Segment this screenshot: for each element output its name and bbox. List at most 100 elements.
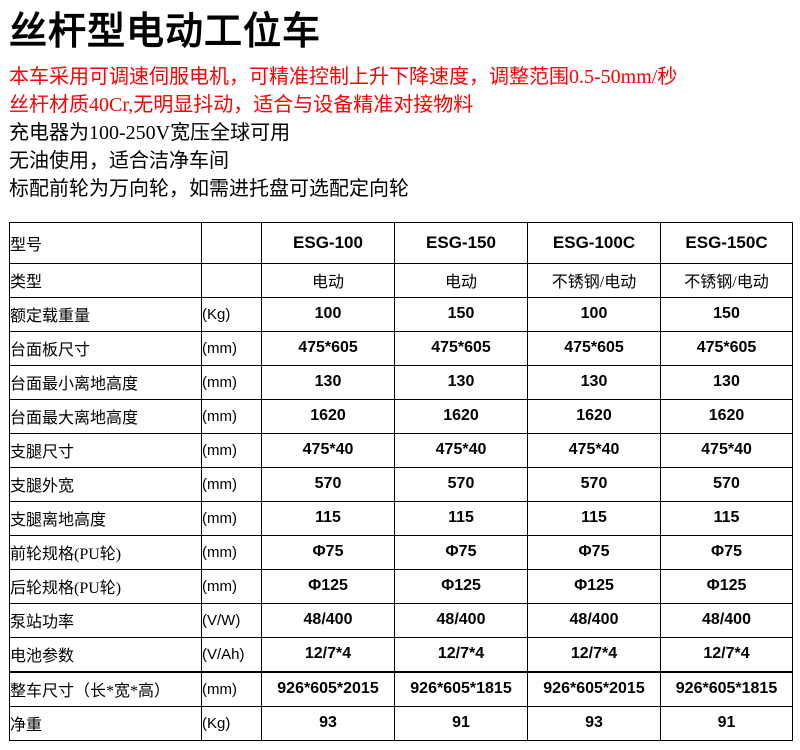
cell-value: 926*605*1815 <box>660 670 793 707</box>
cell-value: Φ125 <box>527 568 661 604</box>
row-label: 台面板尺寸 <box>9 330 202 366</box>
cell-value: 475*605 <box>660 330 793 366</box>
cell-value: 1620 <box>527 398 661 434</box>
model-header: ESG-100C <box>527 221 661 264</box>
row-unit: (mm) <box>201 398 262 434</box>
cell-value: 115 <box>261 500 395 536</box>
intro-text: 本车采用可调速伺服电机，可精准控制上升下降速度，调整范围0.5-50mm/秒 丝… <box>9 63 792 203</box>
row-unit: (mm) <box>201 466 262 502</box>
row-unit <box>201 262 262 298</box>
table-row: 额定载重量 (Kg) 100 150 100 150 <box>9 296 793 332</box>
cell-value: 12/7*4 <box>394 636 528 673</box>
cell-value: 926*605*1815 <box>394 670 528 707</box>
cell-value: 130 <box>394 364 528 400</box>
row-label: 支腿离地高度 <box>9 500 202 536</box>
cell-value: 93 <box>527 705 661 741</box>
row-unit: (mm) <box>201 670 262 707</box>
cell-value: 570 <box>261 466 395 502</box>
model-header: ESG-150 <box>394 221 528 264</box>
cell-value: Φ125 <box>394 568 528 604</box>
row-unit <box>201 221 262 264</box>
cell-value: Φ75 <box>660 534 793 570</box>
cell-value: 926*605*2015 <box>527 670 661 707</box>
row-unit: (mm) <box>201 500 262 536</box>
row-unit: (mm) <box>201 534 262 570</box>
table-row: 净重 (Kg) 93 91 93 91 <box>9 705 793 741</box>
note-line-1: 充电器为100-250V宽压全球可用 <box>9 121 291 144</box>
cell-value: 115 <box>527 500 661 536</box>
feature-line-1: 本车采用可调速伺服电机，可精准控制上升下降速度，调整范围0.5-50mm/秒 <box>9 65 678 88</box>
cell-value: 570 <box>527 466 661 502</box>
cell-value: 475*605 <box>394 330 528 366</box>
table-row: 支腿外宽 (mm) 570 570 570 570 <box>9 466 793 502</box>
row-label: 台面最小离地高度 <box>9 364 202 400</box>
note-line-3: 标配前轮为万向轮，如需进托盘可选配定向轮 <box>9 177 409 200</box>
table-header-row: 型号 ESG-100 ESG-150 ESG-100C ESG-150C <box>9 221 793 264</box>
table-row: 支腿尺寸 (mm) 475*40 475*40 475*40 475*40 <box>9 432 793 468</box>
cell-value: 不锈钢/电动 <box>660 262 793 298</box>
row-label: 支腿尺寸 <box>9 432 202 468</box>
row-unit: (Kg) <box>201 705 262 741</box>
cell-value: Φ75 <box>394 534 528 570</box>
cell-value: 1620 <box>394 398 528 434</box>
row-unit: (mm) <box>201 432 262 468</box>
table-row: 后轮规格(PU轮) (mm) Φ125 Φ125 Φ125 Φ125 <box>9 568 793 604</box>
cell-value: Φ125 <box>261 568 395 604</box>
cell-value: 91 <box>660 705 793 741</box>
row-label: 净重 <box>9 705 202 741</box>
cell-value: 115 <box>394 500 528 536</box>
cell-value: 150 <box>660 296 793 332</box>
row-label: 型号 <box>9 221 202 264</box>
spec-table: 型号 ESG-100 ESG-150 ESG-100C ESG-150C 类型 电动 电动 不锈… <box>9 221 793 741</box>
cell-value: 12/7*4 <box>527 636 661 673</box>
table-row: 泵站功率 (V/W) 48/400 48/400 48/400 48/400 <box>9 602 793 638</box>
row-label: 支腿外宽 <box>9 466 202 502</box>
cell-value: 130 <box>261 364 395 400</box>
row-label: 前轮规格(PU轮) <box>9 534 202 570</box>
cell-value: 475*605 <box>261 330 395 366</box>
cell-value: 130 <box>660 364 793 400</box>
feature-line-2: 丝杆材质40Cr,无明显抖动，适合与设备精准对接物料 <box>9 93 474 116</box>
cell-value: 12/7*4 <box>660 636 793 673</box>
table-row: 电池参数 (V/Ah) 12/7*4 12/7*4 12/7*4 12/7*4 <box>9 636 793 673</box>
table-row: 台面最小离地高度 (mm) 130 130 130 130 <box>9 364 793 400</box>
cell-value: 电动 <box>394 262 528 298</box>
model-header: ESG-100 <box>261 221 395 264</box>
row-label: 类型 <box>9 262 202 298</box>
cell-value: 100 <box>527 296 661 332</box>
cell-value: 电动 <box>261 262 395 298</box>
cell-value: 100 <box>261 296 395 332</box>
table-row: 台面最大离地高度 (mm) 1620 1620 1620 1620 <box>9 398 793 434</box>
note-line-2: 无油使用，适合洁净车间 <box>9 149 229 172</box>
row-label: 额定载重量 <box>9 296 202 332</box>
row-label: 泵站功率 <box>9 602 202 638</box>
cell-value: 不锈钢/电动 <box>527 262 661 298</box>
cell-value: 570 <box>394 466 528 502</box>
cell-value: 1620 <box>660 398 793 434</box>
cell-value: 570 <box>660 466 793 502</box>
table-row: 前轮规格(PU轮) (mm) Φ75 Φ75 Φ75 Φ75 <box>9 534 793 570</box>
row-unit: (mm) <box>201 568 262 604</box>
cell-value: 926*605*2015 <box>261 670 395 707</box>
row-label: 后轮规格(PU轮) <box>9 568 202 604</box>
table-row: 支腿离地高度 (mm) 115 115 115 115 <box>9 500 793 536</box>
cell-value: Φ125 <box>660 568 793 604</box>
cell-value: 475*40 <box>527 432 661 468</box>
row-unit: (V/W) <box>201 602 262 638</box>
cell-value: 48/400 <box>660 602 793 638</box>
row-unit: (mm) <box>201 364 262 400</box>
cell-value: 48/400 <box>261 602 395 638</box>
cell-value: 130 <box>527 364 661 400</box>
table-row: 类型 电动 电动 不锈钢/电动 不锈钢/电动 <box>9 262 793 298</box>
cell-value: 48/400 <box>394 602 528 638</box>
cell-value: 1620 <box>261 398 395 434</box>
cell-value: 93 <box>261 705 395 741</box>
model-header: ESG-150C <box>660 221 793 264</box>
row-label: 整车尺寸（长*宽*高） <box>9 670 202 707</box>
cell-value: 475*40 <box>660 432 793 468</box>
cell-value: Φ75 <box>527 534 661 570</box>
row-unit: (Kg) <box>201 296 262 332</box>
cell-value: 115 <box>660 500 793 536</box>
table-row: 整车尺寸（长*宽*高） (mm) 926*605*2015 926*605*1815 9… <box>9 670 793 707</box>
